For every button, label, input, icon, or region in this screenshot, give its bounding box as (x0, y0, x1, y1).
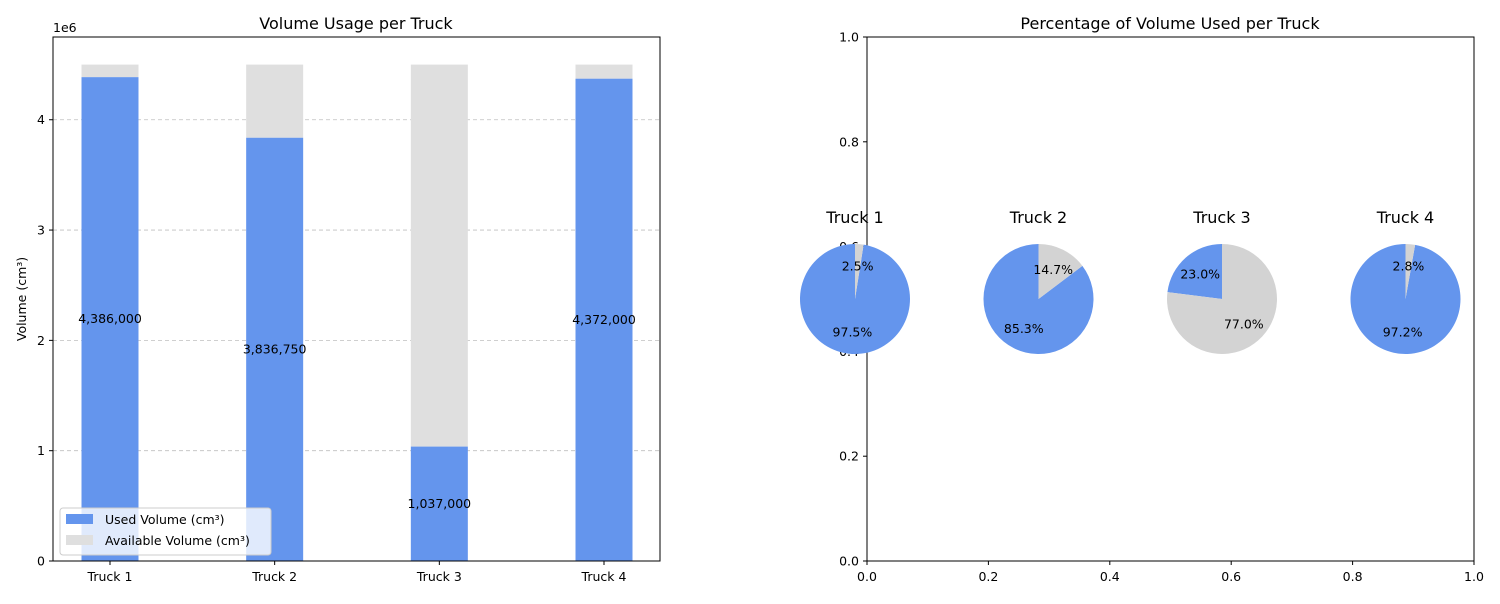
pie-3-slice-2 (1167, 244, 1277, 354)
y-tick-label-1: 1 (37, 443, 45, 458)
pie-4-pct-label-2: 2.8% (1393, 259, 1425, 274)
pie-3-pct-label-1: 23.0% (1180, 267, 1220, 282)
bar-chart-title: Volume Usage per Truck (259, 14, 453, 33)
bar-value-label-4: 4,372,000 (572, 312, 636, 327)
bar-chart: Volume Usage per Truck 4,386,000 3,836,75… (14, 14, 661, 584)
bar-available-3 (410, 64, 468, 447)
pie-1-slice-2 (855, 244, 864, 299)
pie-4-title: Truck 4 (1376, 208, 1434, 227)
pie-y-tick-label-4: 0.8 (839, 134, 859, 149)
bar-value-label-1: 4,386,000 (78, 311, 142, 326)
pie-1-pct-label-2: 2.5% (842, 259, 874, 274)
pie-x-tick-label-3: 0.6 (1221, 569, 1241, 584)
x-tick-label-2: Truck 2 (251, 569, 297, 584)
bar-used-4 (575, 78, 633, 561)
y-tick-label-0: 0 (37, 554, 45, 569)
bar-available-4 (575, 64, 633, 79)
pie-x-tick-label-2: 0.4 (1100, 569, 1120, 584)
bar-used-3 (410, 446, 468, 561)
pies: 97.5% 2.5% Truck 1 85.3% 14.7% Truck 2 23.0% 77… (800, 208, 1461, 354)
x-tick-label-1: Truck 1 (87, 569, 133, 584)
bar-gridlines (53, 119, 660, 452)
pie-y-tick-label-1: 0.2 (839, 449, 859, 464)
pie-4: 97.2% 2.8% Truck 4 (1350, 208, 1461, 354)
legend-box (59, 507, 272, 556)
pie-x-tick-label-5: 1.0 (1464, 569, 1484, 584)
pie-3-slice-1 (1167, 244, 1222, 299)
bar-data-labels: 4,386,000 3,836,750 1,037,000 4,372,000 (78, 311, 636, 511)
bar-axes: 0 1 2 3 4 Truck 1 Truck 2 Truck 3 Truck 4 (37, 36, 661, 584)
y-tick-label-3: 3 (37, 223, 45, 238)
bar-value-label-2: 3,836,750 (243, 341, 307, 356)
x-tick-label-4: Truck 4 (581, 569, 627, 584)
pie-3: 23.0% 77.0% Truck 3 (1167, 208, 1277, 354)
pie-1: 97.5% 2.5% Truck 1 (800, 208, 910, 354)
bar-used-2 (246, 137, 304, 561)
legend: Used Volume (cm³) Available Volume (cm³) (59, 507, 272, 556)
bar-available-1 (81, 64, 139, 78)
pie-2-pct-label-1: 85.3% (1004, 321, 1044, 336)
pie-x-tick-label-0: 0.0 (857, 569, 877, 584)
pie-4-pct-label-1: 97.2% (1383, 324, 1423, 339)
pie-2-title: Truck 2 (1009, 208, 1067, 227)
pie-1-pct-label-1: 97.5% (833, 324, 873, 339)
bar-marks (81, 64, 633, 562)
pie-3-title: Truck 3 (1192, 208, 1250, 227)
pie-panel: Percentage of Volume Used per Truck 0.0 0… (800, 14, 1484, 584)
pie-3-pct-label-2: 77.0% (1224, 316, 1264, 331)
pie-x-tick-label-1: 0.2 (978, 569, 998, 584)
x-tick-label-3: Truck 3 (416, 569, 462, 584)
bar-used-1 (81, 77, 139, 562)
bar-plot-frame (52, 36, 661, 562)
bar-value-label-3: 1,037,000 (408, 496, 472, 511)
y-tick-label-4: 4 (37, 112, 45, 127)
y-tick-label-2: 2 (37, 333, 45, 348)
pie-1-title: Truck 1 (825, 208, 883, 227)
pie-2-pct-label-2: 14.7% (1033, 262, 1073, 277)
pie-y-tick-label-5: 1.0 (839, 30, 859, 45)
y-offset-label: 1e6 (53, 20, 77, 35)
pie-panel-title: Percentage of Volume Used per Truck (1020, 14, 1320, 33)
legend-swatch-1 (66, 514, 93, 524)
pie-y-tick-label-0: 0.0 (839, 554, 859, 569)
pie-x-tick-label-4: 0.8 (1343, 569, 1363, 584)
legend-label-1: Used Volume (cm³) (105, 512, 225, 527)
legend-swatch-2 (66, 535, 93, 545)
legend-label-2: Available Volume (cm³) (105, 533, 250, 548)
bar-available-2 (246, 64, 304, 138)
y-axis-title: Volume (cm³) (14, 257, 29, 341)
pie-2-slice-2 (1038, 244, 1083, 299)
pie-2: 85.3% 14.7% Truck 2 (983, 208, 1094, 354)
pie-4-slice-2 (1405, 244, 1416, 299)
